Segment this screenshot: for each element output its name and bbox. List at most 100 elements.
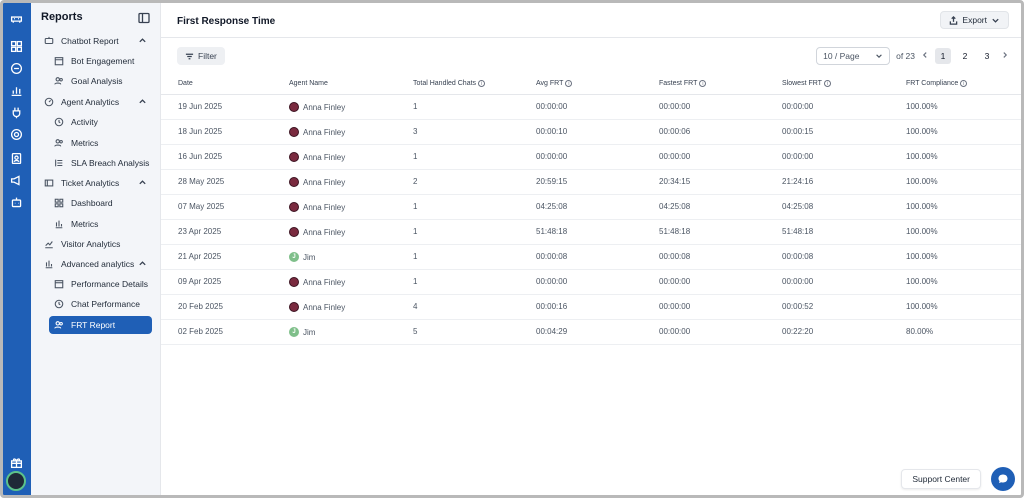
sidebar-item-frt-report[interactable]: FRT Report xyxy=(49,316,152,334)
table-row[interactable]: 21 Apr 2025 J Jim 1 00:00:08 00:00:08 00:00:08… xyxy=(161,245,1021,270)
line-chart-icon xyxy=(43,238,55,250)
users-icon xyxy=(53,319,65,331)
info-icon[interactable]: i xyxy=(699,80,707,87)
table-row[interactable]: 18 Jun 2025 Anna Finley 3 00:00:10 00:00:06 0… xyxy=(161,120,1021,145)
column-header-label: Fastest FRT xyxy=(659,80,698,87)
cell-text: 100.00% xyxy=(906,152,938,161)
cell-text: 5 xyxy=(413,327,418,336)
cell-text: 20:59:15 xyxy=(536,177,568,186)
next-page-icon[interactable] xyxy=(1001,51,1009,61)
cell-slowest-frt: 00:00:00 xyxy=(782,152,813,161)
reports-icon[interactable] xyxy=(7,81,25,99)
sidebar-item-ticket-metrics[interactable]: Metrics xyxy=(39,215,152,233)
table-row[interactable]: 28 May 2025 Anna Finley 2 20:59:15 20:34:15 2… xyxy=(161,170,1021,195)
page-2-button[interactable]: 2 xyxy=(962,51,968,61)
info-icon[interactable]: i xyxy=(478,80,486,87)
cell-date: 20 Feb 2025 xyxy=(178,302,223,311)
collapse-sidebar-icon[interactable] xyxy=(138,11,150,24)
table-row[interactable]: 09 Apr 2025 Anna Finley 1 00:00:00 00:00:00 0… xyxy=(161,270,1021,295)
sidebar-group-chatbot-report[interactable]: Chatbot Report xyxy=(39,32,152,50)
cell-frt-compliance: 100.00% xyxy=(906,127,938,136)
page-3-button[interactable]: 3 xyxy=(984,51,990,61)
sidebar-item-bot-engagement[interactable]: Bot Engagement xyxy=(39,52,152,70)
cell-text: 00:00:15 xyxy=(782,127,814,136)
sidebar-group-advanced-analytics[interactable]: Advanced analytics xyxy=(39,255,152,273)
sidebar-item-chat-performance[interactable]: Chat Performance xyxy=(39,295,152,313)
export-button[interactable]: Export xyxy=(940,11,1009,29)
filter-button[interactable]: Filter xyxy=(177,47,225,65)
sidebar-item-performance-details[interactable]: Performance Details xyxy=(39,275,152,293)
page-1-button[interactable]: 1 xyxy=(935,48,951,64)
support-center-button[interactable]: Support Center xyxy=(901,469,981,489)
cell-avg-frt: 00:00:10 xyxy=(536,127,567,136)
cell-text: 20:34:15 xyxy=(659,177,691,186)
chevron-up-icon[interactable] xyxy=(138,36,148,46)
gift-icon[interactable] xyxy=(7,453,25,471)
cell-text: 07 May 2025 xyxy=(178,202,225,211)
table-row[interactable]: 07 May 2025 Anna Finley 1 04:25:08 04:25:08 0… xyxy=(161,195,1021,220)
grid-icon[interactable] xyxy=(7,37,25,55)
sidebar-item-label: Performance Details xyxy=(71,279,149,289)
sidebar-item-activity[interactable]: Activity xyxy=(39,113,152,131)
cell-text: Anna Finley xyxy=(303,152,346,162)
user-avatar[interactable] xyxy=(6,471,26,491)
cell-text: Anna Finley xyxy=(303,202,346,212)
sidebar-item-goal-analysis[interactable]: Goal Analysis xyxy=(39,72,152,90)
cell-date: 19 Jun 2025 xyxy=(178,102,222,111)
sidebar-group-label: Agent Analytics xyxy=(61,97,120,107)
table-row[interactable]: 20 Feb 2025 Anna Finley 4 00:00:16 00:00:00 0… xyxy=(161,295,1021,320)
avatar xyxy=(289,102,299,112)
chat-widget-button[interactable] xyxy=(991,467,1015,491)
cell-date: 02 Feb 2025 xyxy=(178,327,223,336)
cell-text: 1 xyxy=(413,227,418,236)
cell-text: 04:25:08 xyxy=(536,202,568,211)
chevron-up-icon[interactable] xyxy=(138,97,148,107)
column-header-frt-compliance[interactable]: FRT Compliance i xyxy=(906,80,968,87)
cell-slowest-frt: 00:22:20 xyxy=(782,327,813,336)
cell-total-handled-chats: 1 xyxy=(413,202,417,211)
sidebar-item-dashboard[interactable]: Dashboard xyxy=(39,194,152,212)
cell-text: 19 Jun 2025 xyxy=(178,102,223,111)
chevron-up-icon[interactable] xyxy=(138,259,148,269)
chat-bubble-icon xyxy=(998,474,1008,483)
column-header-agent-name[interactable]: Agent Name xyxy=(289,80,328,87)
column-header-total-handled-chats[interactable]: Total Handled Chats i xyxy=(413,80,486,87)
avatar xyxy=(289,277,299,287)
table-row[interactable]: 16 Jun 2025 Anna Finley 1 00:00:00 00:00:00 0… xyxy=(161,145,1021,170)
cell-text: 00:00:08 xyxy=(536,252,568,261)
logo-icon[interactable] xyxy=(7,10,25,28)
sidebar-group-visitor-analytics[interactable]: Visitor Analytics xyxy=(39,235,152,253)
plug-icon[interactable] xyxy=(7,103,25,121)
info-icon[interactable]: i xyxy=(823,80,831,87)
cell-text: 1 xyxy=(413,202,418,211)
sidebar-group-ticket-analytics[interactable]: Ticket Analytics xyxy=(39,174,152,192)
table-row[interactable]: 23 Apr 2025 Anna Finley 1 51:48:18 51:48:18 5… xyxy=(161,220,1021,245)
column-header-fastest-frt[interactable]: Fastest FRT i xyxy=(659,80,707,87)
column-header-slowest-frt[interactable]: Slowest FRT i xyxy=(782,80,831,87)
sidebar-item-sla-breach-analysis[interactable]: SLA Breach Analysis xyxy=(39,154,152,172)
avatar xyxy=(289,302,299,312)
bot-icon[interactable] xyxy=(7,193,25,211)
chevron-up-icon[interactable] xyxy=(138,178,148,188)
info-icon[interactable]: i xyxy=(960,80,968,87)
cell-avg-frt: 00:00:08 xyxy=(536,252,567,261)
column-header-date[interactable]: Date xyxy=(178,80,193,87)
chat-icon[interactable] xyxy=(7,59,25,77)
megaphone-icon[interactable] xyxy=(7,171,25,189)
users-icon xyxy=(53,137,65,149)
cell-date: 16 Jun 2025 xyxy=(178,152,222,161)
cell-agent-name: Anna Finley xyxy=(289,102,345,112)
settings-icon[interactable] xyxy=(7,125,25,143)
prev-page-icon[interactable] xyxy=(921,51,929,61)
info-icon[interactable]: i xyxy=(565,80,573,87)
table-row[interactable]: 19 Jun 2025 Anna Finley 1 00:00:00 00:00:00 0… xyxy=(161,95,1021,120)
contacts-icon[interactable] xyxy=(7,149,25,167)
column-header-avg-frt[interactable]: Avg FRT i xyxy=(536,80,573,87)
calendar-icon xyxy=(53,55,65,67)
sidebar-item-metrics[interactable]: Metrics xyxy=(39,134,152,152)
page-size-select[interactable]: 10 / Page xyxy=(816,47,891,65)
table-row[interactable]: 02 Feb 2025 J Jim 5 00:04:29 00:00:00 00:22:20… xyxy=(161,320,1021,345)
cell-avg-frt: 00:00:00 xyxy=(536,152,567,161)
sidebar-group-agent-analytics[interactable]: Agent Analytics xyxy=(39,93,152,111)
sidebar-item-label: Activity xyxy=(71,117,98,127)
